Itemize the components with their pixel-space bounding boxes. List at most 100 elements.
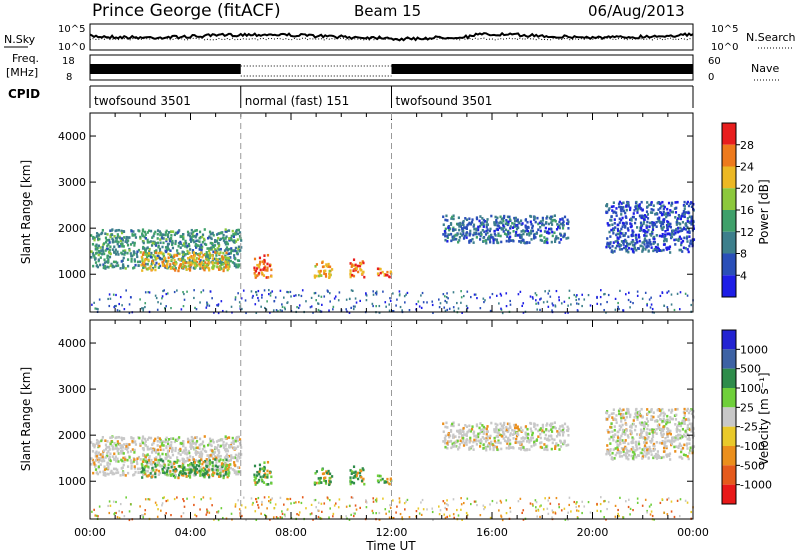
power-echo-cell [629,300,632,304]
velocity-echo-cell [607,500,610,504]
velocity-echo-cell [468,448,471,451]
power-echo-cell [456,232,459,236]
velocity-echo-cell [452,424,455,428]
velocity-echo-cell [211,473,215,476]
velocity-echo-cell [226,455,230,459]
velocity-echo-cell [233,469,236,472]
power-echo-cell [209,247,212,250]
velocity-echo-cell [318,479,321,482]
velocity-echo-cell [530,445,533,448]
velocity-echo-cell [121,446,125,449]
velocity-echo-cell [665,422,668,426]
velocity-echo-cell [497,439,500,443]
power-echo-cell [645,234,648,238]
velocity-echo-cell [678,442,681,446]
velocity-echo-cell [552,425,555,429]
power-echo-cell [674,231,677,235]
velocity-echo-cell [230,456,233,460]
velocity-echo-cell [550,435,553,438]
power-echo-cell [259,260,262,264]
velocity-echo-cell [176,496,178,499]
power-echo-cell [203,266,206,270]
power-echo-cell [107,247,110,251]
velocity-echo-cell [194,513,196,517]
velocity-echo-cell [650,450,653,453]
power-echo-cell [676,217,680,220]
velocity-echo-cell [93,461,96,465]
velocity-echo-cell [646,431,649,435]
velocity-echo-cell [631,457,635,460]
velocity-echo-cell [686,407,689,411]
power-echo-cell [328,309,330,312]
nave-label: Nave [751,62,779,75]
velocity-echo-cell [218,468,221,471]
velocity-echo-cell [226,449,230,453]
velocity-echo-cell [183,471,186,475]
power-echo-cell [116,235,119,239]
velocity-echo-cell [131,448,134,451]
power-echo-cell [614,240,617,243]
power-echo-cell [563,234,566,238]
velocity-echo-cell [226,467,229,471]
power-echo-cell [616,223,619,227]
velocity-echo-cell [684,430,687,433]
power-echo-cell [326,289,329,292]
velocity-echo-cell [164,438,168,441]
velocity-echo-cell [485,448,488,452]
velocity-echo-cell [188,466,191,469]
velocity-echo-cell [609,442,612,445]
velocity-echo-cell [378,518,381,521]
power-echo-cell [90,234,93,237]
power-echo-cell [655,220,658,224]
velocity-echo-cell [692,434,696,437]
velocity-echo-cell [182,449,185,453]
power-echo-cell [116,233,119,236]
power-echo-cell [609,246,612,250]
power-echo-cell [208,268,211,272]
velocity-echo-cell [113,452,116,456]
velocity-echo-cell [156,439,159,443]
power-echo-cell [472,223,476,227]
velocity-echo-cell [658,441,661,445]
velocity-echo-cell [207,460,210,464]
velocity-echo-cell [209,454,212,457]
power-echo-cell [606,241,609,245]
velocity-echo-cell [671,436,675,439]
power-echo-cell [260,305,262,308]
power-echo-cell [121,239,125,242]
velocity-echo-cell [146,445,149,449]
velocity-echo-cell [642,422,645,425]
power-echo-cell [666,306,669,309]
power-echo-cell [123,308,126,311]
velocity-echo-cell [646,511,648,514]
power-echo-cell [608,223,611,227]
power-echo-cell [281,309,283,312]
power-echo-cell [603,293,605,296]
power-echo-cell [222,257,225,260]
velocity-echo-cell [459,428,462,432]
velocity-echo-cell [191,456,195,459]
power-echo-cell [465,304,468,308]
velocity-echo-cell [442,430,445,434]
velocity-echo-cell [263,472,267,476]
power-echo-cell [240,297,243,300]
velocity-echo-cell [644,455,647,458]
power-echo-cell [122,264,125,267]
power-echo-cell [621,216,624,220]
velocity-echo-cell [161,467,164,471]
velocity-echo-cell [195,453,198,456]
velocity-echo-cell [497,441,500,444]
power-echo-cell [97,244,101,248]
power-echo-cell [142,309,145,312]
velocity-echo-cell [254,510,257,513]
velocity-echo-cell [649,418,653,421]
power-echo-cell [570,303,572,306]
power-echo-cell [222,269,225,273]
power-echo-cell [219,251,222,254]
power-echo-cell [485,225,488,229]
velocity-echo-cell [638,436,642,439]
velocity-echo-cell [486,435,489,438]
power-echo-cell [107,259,110,263]
power-echo-cell [375,305,377,308]
power-echo-cell [310,296,313,300]
